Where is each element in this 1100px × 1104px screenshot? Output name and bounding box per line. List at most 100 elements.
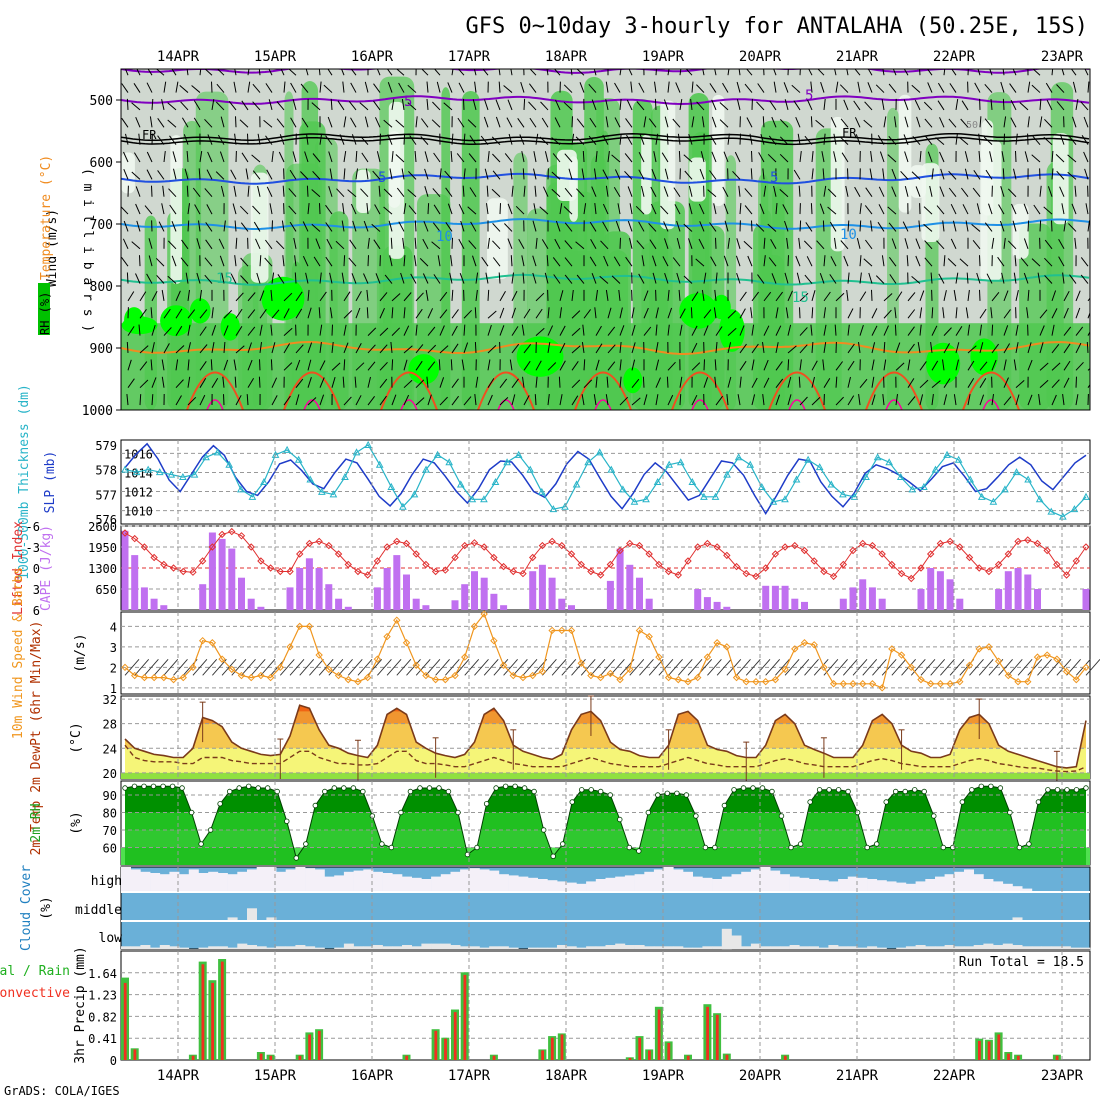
cloud-bar-middle: [247, 908, 257, 920]
cape-bar: [1083, 589, 1090, 610]
rh2m-marker: [779, 814, 784, 819]
wind-barb: [812, 307, 813, 318]
rh2m-marker: [713, 845, 718, 850]
cloud-bar-low: [547, 948, 557, 949]
cape-bar: [927, 568, 934, 610]
cape-bar: [131, 555, 138, 610]
slp-tick-label: 1012: [124, 486, 153, 500]
cloud-bar-low: [451, 945, 461, 949]
precip-convective-bar: [997, 1035, 1000, 1061]
temp-tick-label: 20: [103, 767, 117, 781]
precip-convective-bar: [687, 1056, 690, 1060]
contour-label-10: 10: [840, 227, 857, 243]
cloud-bar-high: [644, 872, 654, 891]
top-date-label: 19APR: [642, 49, 685, 65]
cloud-bar-high: [431, 877, 441, 891]
cloud-bar-high: [218, 873, 228, 891]
rh2m-marker: [732, 788, 737, 793]
precip-tick-label: 1.64: [88, 967, 117, 981]
slp-tick-label: 1016: [124, 447, 153, 461]
cloud-bar-low: [121, 946, 131, 949]
bottom-date-label: 17APR: [448, 1068, 491, 1084]
cloud-bar-high: [460, 869, 470, 891]
thickness-tick-label: 577: [95, 488, 117, 502]
cloud-unit-label: (%): [39, 896, 54, 919]
cape-bar: [500, 605, 507, 610]
cloud-bar-low: [702, 946, 712, 949]
rh2m-marker: [979, 784, 984, 789]
cloud-bar-low: [635, 945, 645, 949]
rh2m-marker: [151, 784, 156, 789]
cloud-bar-low: [373, 945, 383, 949]
cloud-bar-low: [673, 946, 683, 949]
cloud-bar-high: [848, 877, 858, 891]
cape-tick-label: 1950: [88, 541, 117, 555]
cape-bar: [704, 597, 711, 610]
cloud-bar-low: [1042, 946, 1052, 949]
wind-barb: [800, 221, 801, 232]
bottom-date-label: 21APR: [836, 1068, 879, 1084]
p6-label: Cloud Cover: [19, 865, 34, 951]
cloud-bar-high: [761, 867, 771, 891]
cloud-bar-low: [402, 945, 412, 949]
rh2m-tick-label: 90: [103, 789, 117, 803]
precip-convective-bar: [541, 1050, 544, 1060]
wind-barb: [1052, 221, 1053, 232]
cloud-bar-low: [1003, 944, 1013, 949]
cape-bar: [452, 600, 459, 610]
wind-barb: [811, 116, 812, 127]
cloud-bar-high: [606, 878, 616, 891]
cloud-bar-high: [625, 875, 635, 891]
wind-barb: [367, 307, 368, 318]
rh2m-marker: [399, 810, 404, 815]
bottom-date-label: 22APR: [933, 1068, 976, 1084]
cloud-bar-low: [664, 946, 674, 949]
rh2m-tick-label: 70: [103, 824, 117, 838]
precip-convective-bar: [784, 1056, 787, 1060]
cloud-bar-low: [315, 948, 325, 949]
rh2m-marker: [827, 788, 832, 793]
rh2m-marker: [836, 788, 841, 793]
cape-tick-label: 650: [95, 583, 117, 597]
cloud-bar-low: [615, 944, 625, 949]
rh2m-marker: [865, 845, 870, 850]
precip-convective-bar: [269, 1056, 272, 1060]
contour-label-15: 15: [792, 290, 809, 306]
wind-barb: [127, 99, 128, 110]
precip-convective-bar: [1007, 1054, 1010, 1060]
wind-barb: [260, 359, 261, 370]
cape-bar: [490, 594, 497, 610]
cloud-bar-low: [199, 948, 209, 949]
rh2m-unit-label: (%): [69, 811, 84, 834]
cape-bar: [248, 599, 255, 610]
top-date-label: 16APR: [351, 49, 394, 65]
wind-barb: [307, 186, 308, 197]
cloud-bar-low: [712, 946, 722, 949]
cloud-bar-high: [722, 877, 732, 891]
cloud-bar-low: [218, 946, 228, 949]
cloud-bar-low: [140, 945, 150, 949]
cape-bar: [160, 605, 167, 610]
cloud-bar-high: [983, 879, 993, 891]
cape-bar: [723, 607, 730, 610]
wind-barb: [1004, 134, 1005, 145]
rh2m-marker: [722, 803, 727, 808]
cape-bar: [636, 578, 643, 610]
rh2m-marker: [608, 793, 613, 798]
wind-barb: [488, 290, 489, 301]
cloud-bar-low: [1022, 946, 1032, 949]
rh2m-marker: [598, 789, 603, 794]
rh2m-marker: [760, 786, 765, 791]
cloud-bar-high: [247, 869, 257, 891]
cloud-bar-high: [673, 869, 683, 891]
cape-bar: [1034, 589, 1041, 610]
wind-unit-label: (m/s): [73, 633, 88, 672]
rh2m-marker: [665, 791, 670, 796]
precip-convective-bar: [1017, 1056, 1020, 1060]
precip-convective-bar: [211, 983, 214, 1060]
rh2m-marker: [560, 842, 565, 847]
cape-bar: [228, 549, 235, 610]
temp-unit-label: (°C): [69, 722, 84, 753]
precip-convective-bar: [221, 962, 224, 1060]
cloud-bar-low: [1013, 945, 1023, 949]
